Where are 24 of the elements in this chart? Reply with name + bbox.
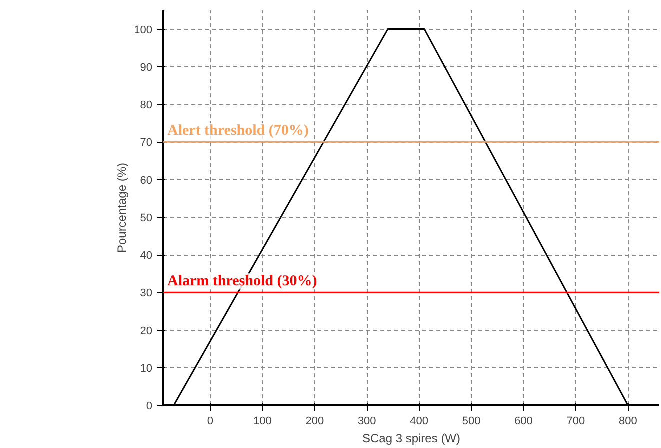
y-axis-title: Pourcentage (%) <box>115 162 130 254</box>
y-tick-label: 40 <box>140 250 153 262</box>
x-tick-label: 600 <box>514 416 533 428</box>
x-axis-title: SCag 3 spires (W) <box>362 432 461 446</box>
y-tick-label: 10 <box>140 362 153 375</box>
ref-line-label: Alarm threshold (30%) <box>168 274 318 290</box>
x-tick-label: 700 <box>566 416 586 428</box>
y-tick-label: 60 <box>140 174 153 187</box>
y-tick-label: 90 <box>140 62 153 74</box>
ref-line-label: Alert threshold (70%) <box>168 123 309 140</box>
x-tick-label: 0 <box>207 416 214 428</box>
x-tick-label: 300 <box>358 416 376 428</box>
x-tick-label: 500 <box>462 416 481 428</box>
y-tick-label: 100 <box>134 24 153 36</box>
x-tick-label: 100 <box>254 416 272 428</box>
y-tick-label: 80 <box>140 100 153 112</box>
y-tick-label: 70 <box>140 137 153 150</box>
y-tick-label: 50 <box>140 212 153 224</box>
y-tick-label: 30 <box>140 288 153 300</box>
y-tick-label: 20 <box>140 325 153 338</box>
y-tick-label: 0 <box>146 400 153 412</box>
x-tick-label: 800 <box>618 416 638 428</box>
x-tick-label: 200 <box>306 416 324 428</box>
x-tick-label: 400 <box>410 416 429 428</box>
